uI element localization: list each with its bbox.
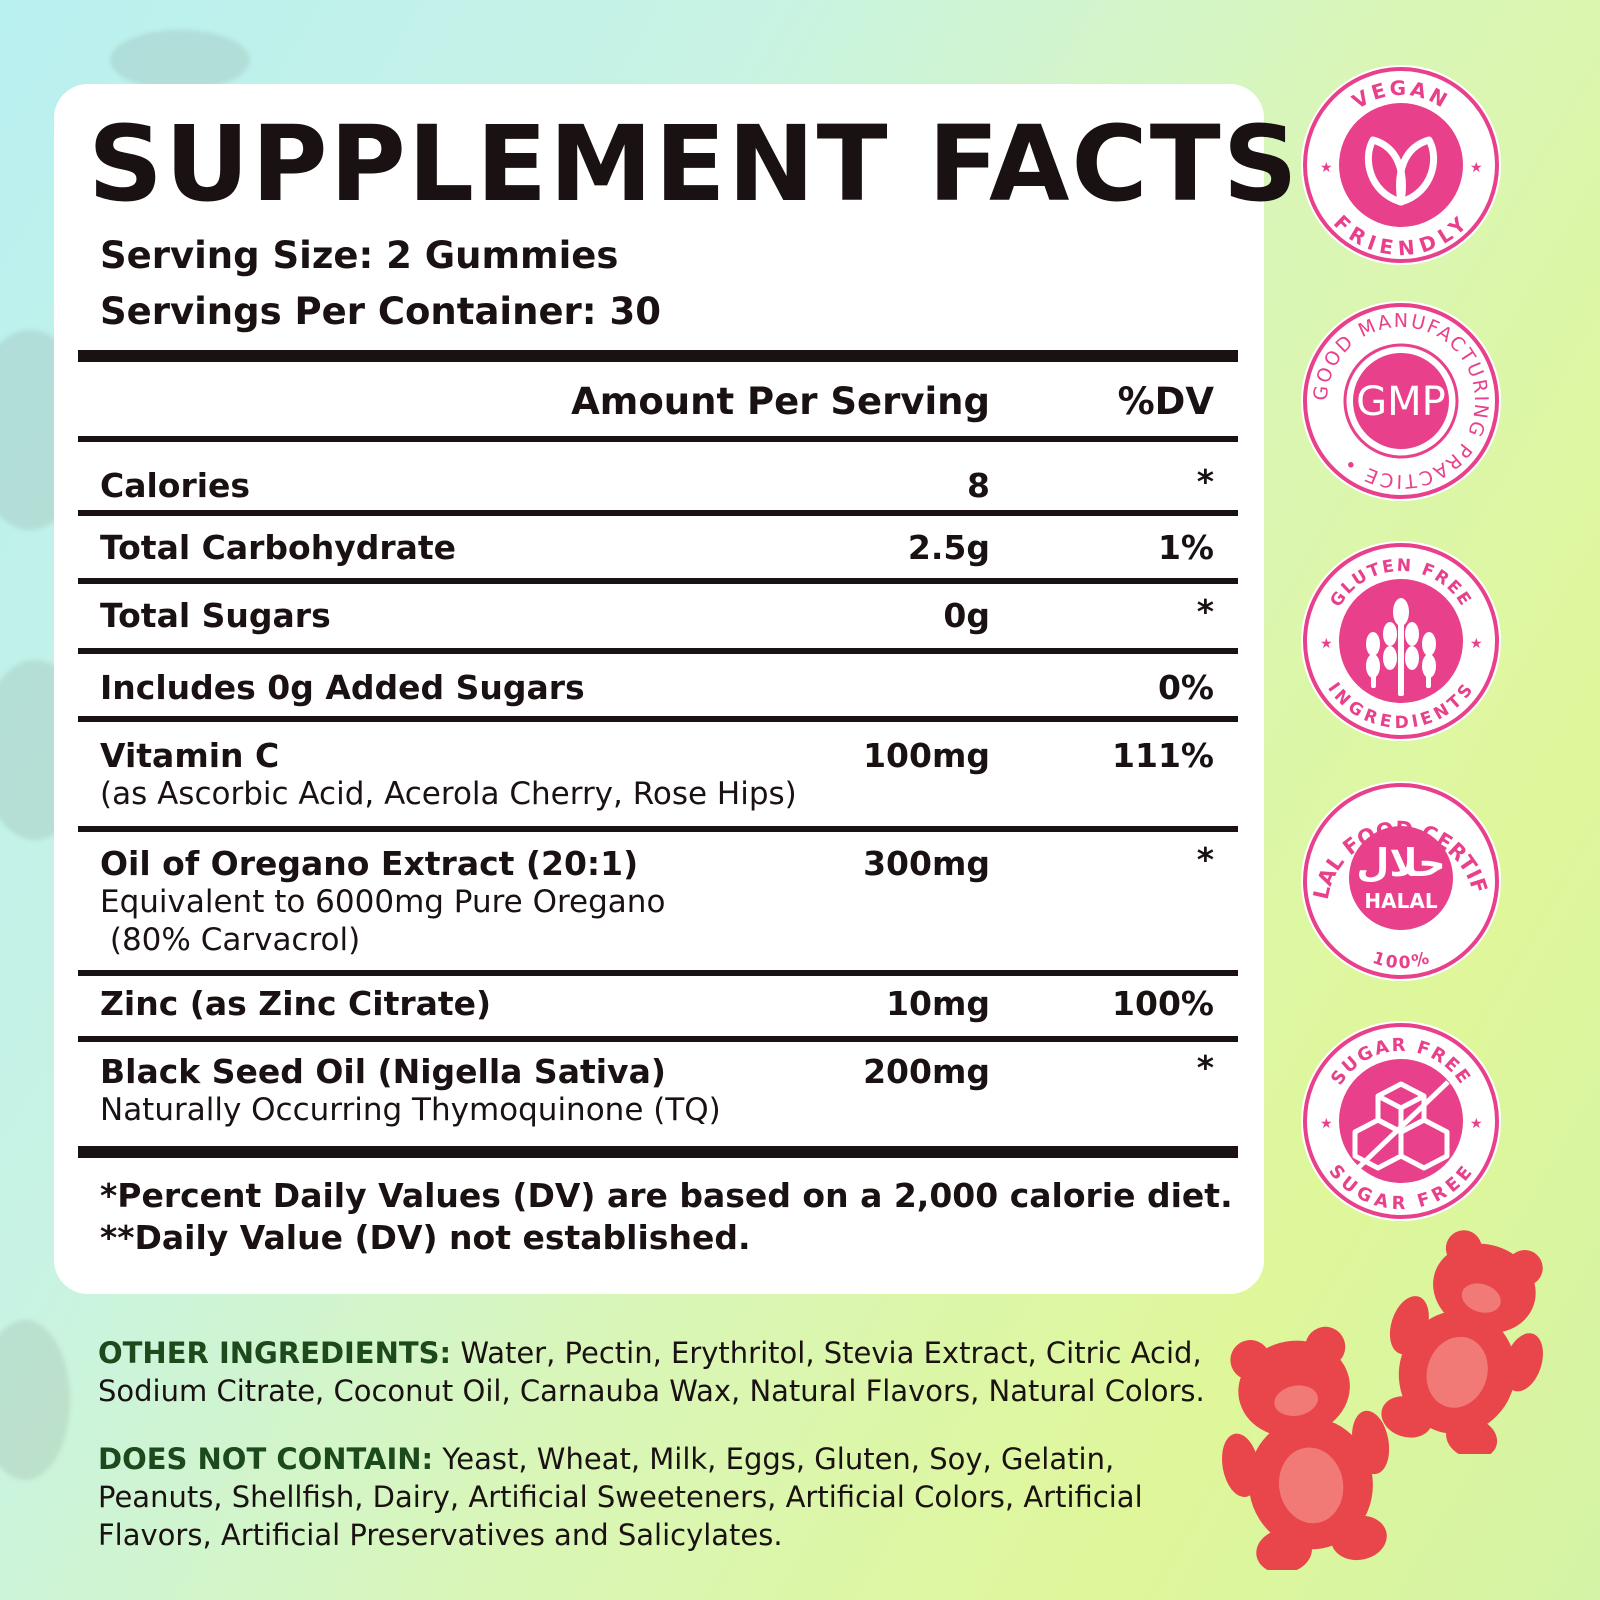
supplement-facts-panel: SUPPLEMENT FACTS Serving Size: 2 Gummies… xyxy=(54,84,1298,1294)
gummy-bear-image xyxy=(1381,1230,1543,1454)
table-rule xyxy=(78,716,1238,722)
halal-badge: HALAL FOOD CERTIFIED 100% حلال HALAL xyxy=(1298,778,1501,981)
amount-header: Amount Per Serving xyxy=(571,380,990,423)
nutrient-dv: 100% xyxy=(1112,984,1214,1023)
gluten-free-badge: GLUTEN FREE INGREDIENTS ★ ★ xyxy=(1301,541,1501,741)
nutrient-name: Black Seed Oil (Nigella Sativa) xyxy=(100,1052,666,1091)
nutrient-dv: 0% xyxy=(1157,668,1214,707)
nutrient-amount: 300mg xyxy=(863,844,990,883)
nutrient-dv: * xyxy=(1196,592,1214,631)
nutrient-dv: * xyxy=(1196,1048,1214,1087)
nutrient-name: Vitamin C xyxy=(100,736,280,775)
nutrient-name: Total Sugars xyxy=(100,596,331,635)
nutrient-dv: * xyxy=(1196,840,1214,879)
table-rule xyxy=(78,578,1238,584)
nutrient-detail: Naturally Occurring Thymoquinone (TQ) xyxy=(100,1092,721,1128)
table-rule xyxy=(78,510,1238,516)
nutrient-name: Includes 0g Added Sugars xyxy=(100,668,585,707)
sugar-free-badge: SUGAR FREE SUGAR FREE ★ ★ xyxy=(1301,1021,1501,1221)
nutrient-name: Calories xyxy=(100,466,251,505)
svg-text:★: ★ xyxy=(1470,636,1483,652)
svg-text:★: ★ xyxy=(1320,636,1333,652)
svg-text:★: ★ xyxy=(1320,160,1333,176)
table-rule xyxy=(78,826,1238,832)
wheat-icon xyxy=(1366,598,1436,696)
nutrient-detail: (80% Carvacrol) xyxy=(100,922,361,958)
svg-text:★: ★ xyxy=(1470,160,1483,176)
svg-text:★: ★ xyxy=(1320,1116,1333,1132)
table-rule xyxy=(78,1036,1238,1042)
does-not-contain-label: DOES NOT CONTAIN: xyxy=(98,1442,434,1476)
nutrient-name: Zinc (as Zinc Citrate) xyxy=(100,984,492,1023)
nutrient-amount: 2.5g xyxy=(907,528,990,567)
sugar-cubes-icon xyxy=(1352,1080,1450,1171)
does-not-contain: DOES NOT CONTAIN: Yeast, Wheat, Milk, Eg… xyxy=(98,1440,1208,1554)
nutrient-name: Oil of Oregano Extract (20:1) xyxy=(100,844,639,883)
table-rule xyxy=(78,648,1238,654)
other-ingredients: OTHER INGREDIENTS: Water, Pectin, Erythr… xyxy=(98,1334,1208,1410)
table-rule-thick xyxy=(78,350,1238,362)
nutrient-detail: Equivalent to 6000mg Pure Oregano xyxy=(100,884,666,920)
nutrient-dv: 1% xyxy=(1157,528,1214,567)
page-title: SUPPLEMENT FACTS xyxy=(88,103,1300,225)
nutrient-amount: 0g xyxy=(943,596,990,635)
nutrient-dv: 111% xyxy=(1112,736,1214,775)
serving-size: Serving Size: 2 Gummies xyxy=(100,234,619,277)
footnote: **Daily Value (DV) not established. xyxy=(100,1218,751,1257)
badge-text: GMP xyxy=(1356,379,1446,425)
svg-text:★: ★ xyxy=(1470,1116,1483,1132)
nutrient-amount: 100mg xyxy=(863,736,990,775)
badge-text: HALAL xyxy=(1364,889,1437,913)
dv-header: %DV xyxy=(1117,380,1214,423)
nutrient-amount: 200mg xyxy=(863,1052,990,1091)
nutrient-name: Total Carbohydrate xyxy=(100,528,457,567)
footnote: *Percent Daily Values (DV) are based on … xyxy=(100,1176,1233,1215)
table-rule xyxy=(78,436,1238,442)
does-not-contain-text: Yeast, Wheat, Milk, Eggs, Gluten, Soy, G… xyxy=(98,1442,1143,1552)
other-ingredients-text: Water, Pectin, Erythritol, Stevia Extrac… xyxy=(98,1336,1205,1408)
other-ingredients-label: OTHER INGREDIENTS: xyxy=(98,1336,452,1370)
leaf-icon xyxy=(1364,136,1438,206)
table-rule-thick xyxy=(78,1146,1238,1158)
gmp-badge: GOOD MANUFACTURING PRACTICE • GMP xyxy=(1301,301,1501,501)
gummy-bear-image xyxy=(1221,1326,1390,1570)
halal-arabic-icon: حلال xyxy=(1356,841,1445,885)
nutrient-detail: (as Ascorbic Acid, Acerola Cherry, Rose … xyxy=(100,776,797,812)
vegan-friendly-badge: VEGAN FRIENDLY ★ ★ xyxy=(1301,65,1501,265)
background-berry xyxy=(110,30,250,90)
servings-per-container: Servings Per Container: 30 xyxy=(100,290,661,333)
background-berry xyxy=(0,1320,70,1480)
nutrient-amount: 10mg xyxy=(886,984,990,1023)
nutrient-amount: 8 xyxy=(967,466,990,505)
nutrient-dv: * xyxy=(1196,462,1214,501)
table-rule xyxy=(78,970,1238,976)
